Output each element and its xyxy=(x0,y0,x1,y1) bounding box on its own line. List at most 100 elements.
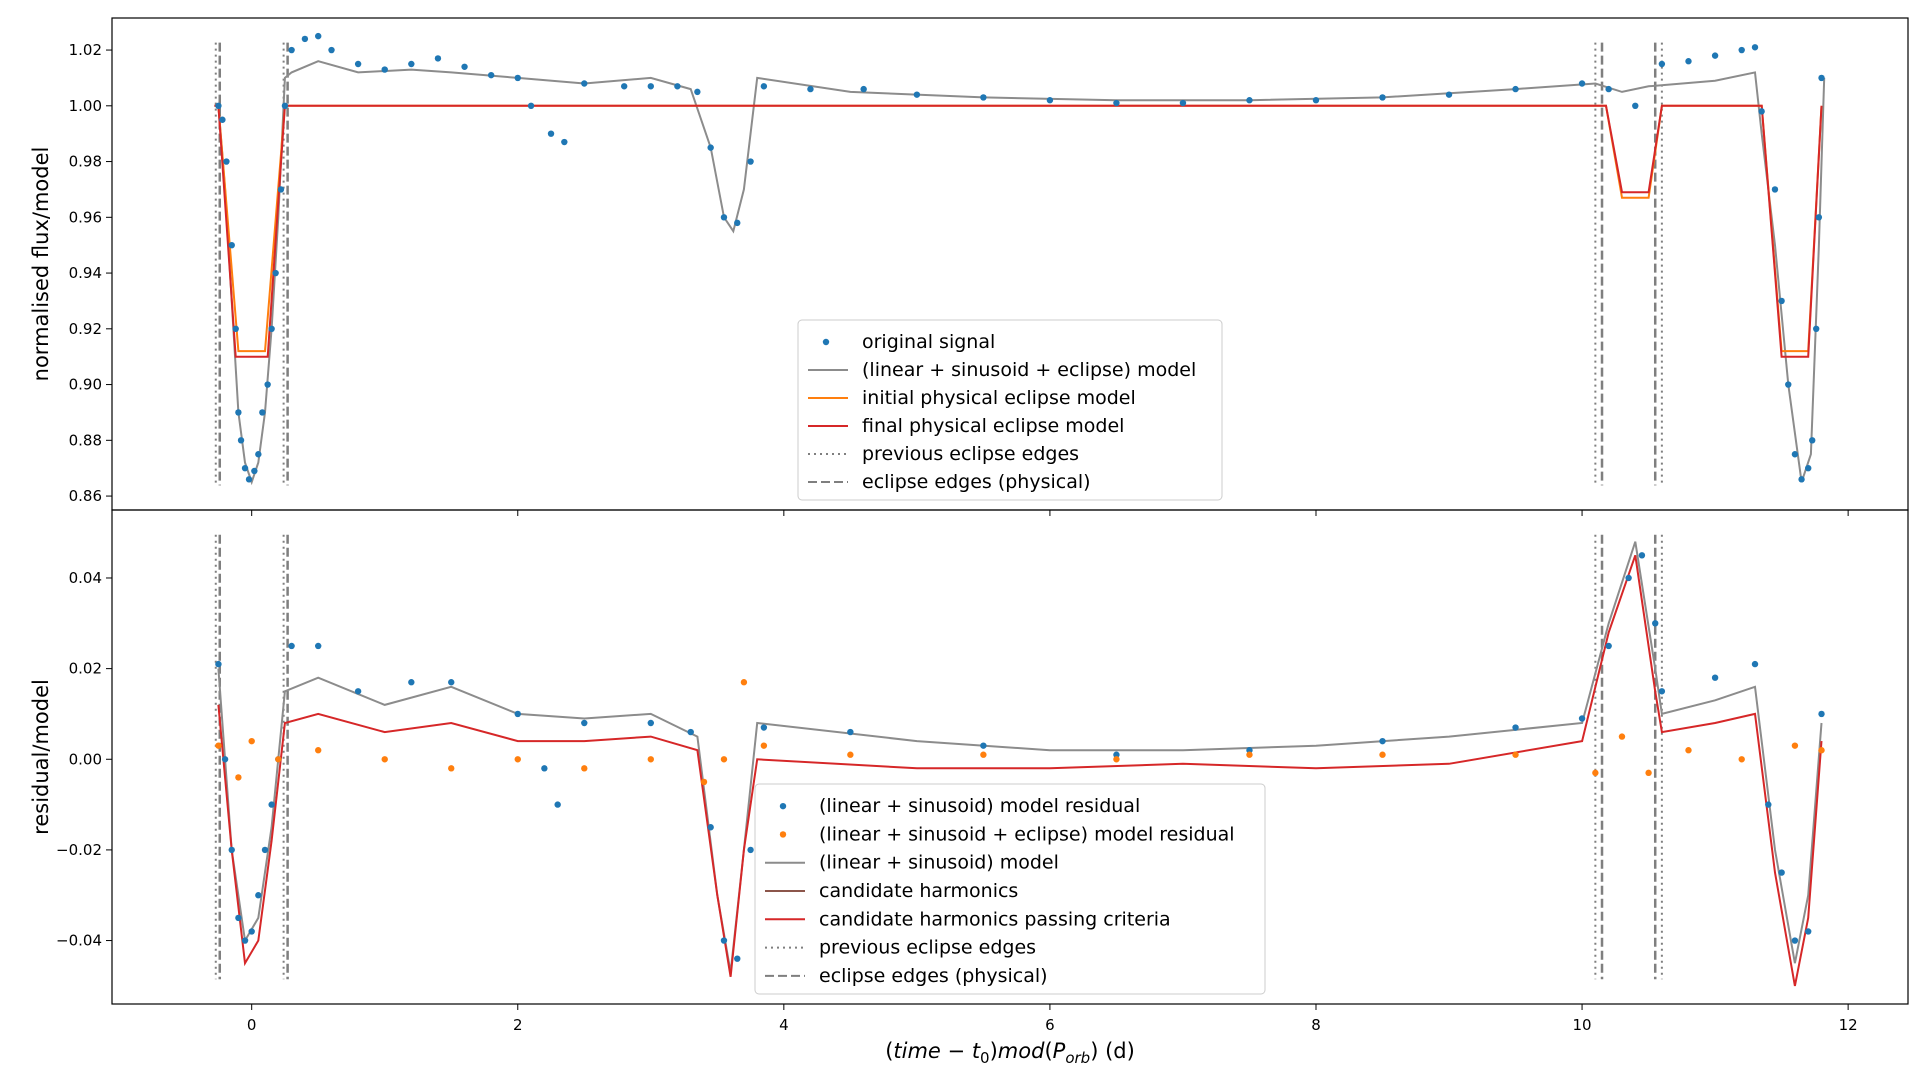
legend: (linear + sinusoid) model residual (linea… xyxy=(754,783,1266,995)
data-point xyxy=(241,464,249,472)
data-point xyxy=(734,219,741,227)
data-point xyxy=(1046,97,1054,104)
data-point xyxy=(687,728,694,736)
data-point xyxy=(487,71,495,79)
data-point xyxy=(448,679,455,686)
legend-marker xyxy=(779,831,787,838)
data-point xyxy=(245,476,253,483)
data-point xyxy=(259,409,266,416)
data-point xyxy=(354,688,362,695)
data-point xyxy=(1605,85,1612,93)
data-point xyxy=(1512,85,1519,93)
data-point xyxy=(707,144,714,151)
data-point xyxy=(288,46,295,54)
data-point xyxy=(514,74,521,82)
data-point xyxy=(1805,928,1812,935)
data-point xyxy=(1791,937,1799,944)
data-point xyxy=(1179,99,1187,107)
legend-label: (linear + sinusoid) model residual xyxy=(819,795,1140,817)
series-line xyxy=(214,104,1823,358)
y-tick-label: −0.04 xyxy=(56,932,102,950)
y-tick-label: 0.96 xyxy=(69,208,102,226)
y-tick-label: 1.02 xyxy=(69,41,102,59)
data-point xyxy=(1751,660,1759,668)
data-point xyxy=(1246,97,1253,104)
data-point xyxy=(514,710,521,718)
legend-label: eclipse edges (physical) xyxy=(819,965,1048,987)
data-point xyxy=(694,88,701,96)
top-panel: 0.86 0.88 0.90 0.92 0.94 0.96 0.98 1.00 1.02 norm… xyxy=(29,17,1909,516)
data-point xyxy=(268,801,275,808)
legend-label: candidate harmonics xyxy=(819,880,1018,902)
data-point xyxy=(1246,747,1253,754)
data-point xyxy=(1791,451,1799,458)
x-tick-label: 2 xyxy=(513,1016,523,1034)
data-point xyxy=(1605,642,1612,650)
series-line xyxy=(214,104,1823,353)
data-point xyxy=(264,381,271,388)
data-point xyxy=(720,214,728,221)
data-point xyxy=(235,409,242,416)
data-point xyxy=(1113,99,1120,107)
data-point xyxy=(1809,437,1816,444)
data-point xyxy=(261,846,269,854)
data-point xyxy=(1778,869,1785,876)
data-point xyxy=(1778,297,1785,305)
legend-marker xyxy=(822,338,830,346)
data-point xyxy=(541,765,548,772)
data-point xyxy=(1805,464,1812,472)
data-point xyxy=(281,102,289,110)
data-point xyxy=(734,955,741,962)
data-point xyxy=(1738,46,1745,54)
data-point xyxy=(215,742,222,749)
data-point xyxy=(980,742,987,749)
y-tick-label: 1.00 xyxy=(69,97,102,115)
data-point xyxy=(1791,742,1799,749)
data-point xyxy=(847,728,854,736)
data-point xyxy=(647,83,654,90)
data-point xyxy=(1113,756,1120,763)
legend-label: (linear + sinusoid) model xyxy=(819,852,1059,874)
series-line xyxy=(217,541,1823,973)
data-point xyxy=(747,158,754,165)
legend: original signal (linear + sinusoid + ecli… xyxy=(797,319,1223,501)
data-point xyxy=(1246,751,1253,758)
data-point xyxy=(315,747,322,754)
data-point xyxy=(272,269,279,277)
y-tick-label: 0.88 xyxy=(69,431,102,449)
data-point xyxy=(1638,552,1646,559)
data-point xyxy=(275,756,282,763)
data-point xyxy=(747,846,754,854)
data-point xyxy=(228,846,235,854)
data-point xyxy=(647,719,654,727)
data-point xyxy=(720,937,728,944)
data-point xyxy=(1632,102,1639,110)
legend-box xyxy=(754,783,1266,995)
data-point xyxy=(315,642,322,650)
legend-label: (linear + sinusoid + eclipse) model xyxy=(862,359,1196,381)
data-point xyxy=(1379,94,1386,101)
y-tick-label: 0.92 xyxy=(69,320,102,338)
legend-box xyxy=(797,319,1223,501)
x-tick-label: 10 xyxy=(1573,1016,1592,1034)
data-point xyxy=(251,467,258,475)
data-point xyxy=(1818,747,1825,754)
data-point xyxy=(707,824,714,831)
data-point xyxy=(674,83,681,90)
data-point xyxy=(581,80,588,87)
data-point xyxy=(235,914,242,922)
legend-label: candidate harmonics passing criteria xyxy=(819,908,1171,930)
data-point xyxy=(1758,108,1765,115)
bottom-panel: 0 2 4 6 8 10 12 −0.04 −0.02 0.00 0.02 0.04 residual/… xyxy=(29,509,1909,1034)
legend-label: previous eclipse edges xyxy=(862,443,1079,465)
data-point xyxy=(328,46,335,54)
y-axis-label: normalised flux/model xyxy=(29,147,53,382)
data-point xyxy=(740,679,748,686)
data-point xyxy=(1618,733,1626,740)
data-point xyxy=(219,116,226,123)
data-point xyxy=(581,765,588,772)
data-point xyxy=(1765,801,1772,808)
data-point xyxy=(1445,91,1453,98)
data-point xyxy=(408,679,415,686)
data-point xyxy=(561,138,568,146)
